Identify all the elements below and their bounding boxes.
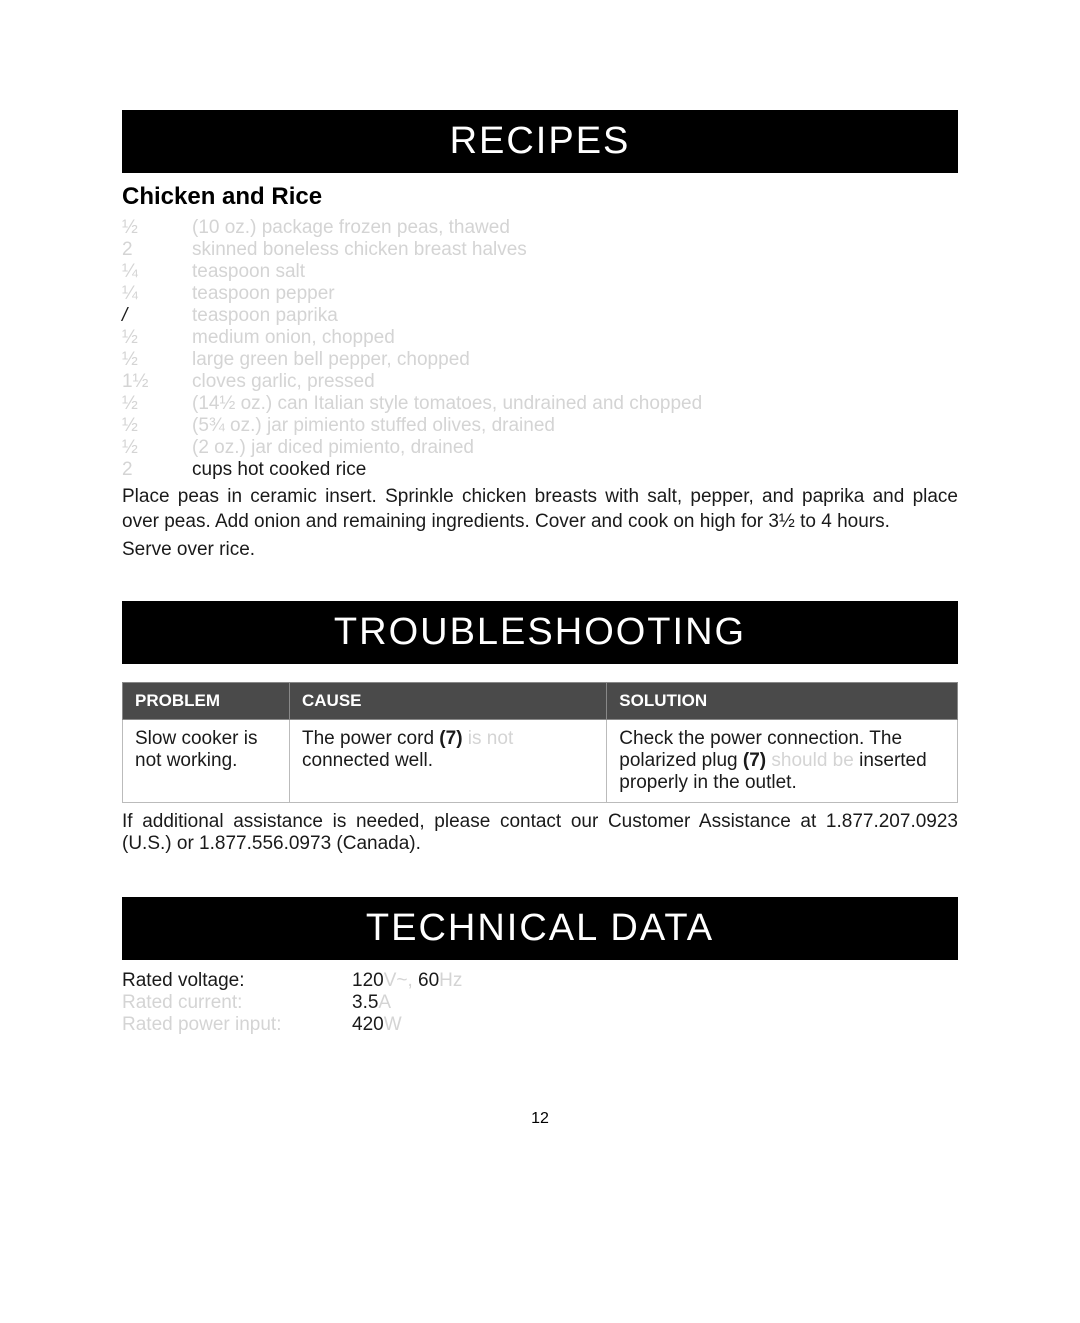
- ingredient-amount: /: [122, 305, 192, 327]
- problem-cell: Slow cooker is not working.: [123, 720, 290, 803]
- tech-row: Rated voltage:120V~, 60Hz: [122, 970, 462, 992]
- ingredient-row: ½(5¾ oz.) jar pimiento stuffed olives, d…: [122, 415, 702, 437]
- col-cause: CAUSE: [290, 683, 607, 720]
- tech-value: 120V~, 60Hz: [352, 970, 462, 992]
- recipe-instructions-1: Place peas in ceramic insert. Sprinkle c…: [122, 485, 958, 534]
- ingredient-text: (14½ oz.) can Italian style tomatoes, un…: [192, 393, 702, 415]
- ingredient-amount: ½: [122, 349, 192, 371]
- troubleshooting-header: TROUBLESHOOTING: [122, 601, 958, 664]
- ingredient-amount: ½: [122, 393, 192, 415]
- ingredient-row: ½(14½ oz.) can Italian style tomatoes, u…: [122, 393, 702, 415]
- ingredient-row: 2cups hot cooked rice: [122, 459, 702, 481]
- ingredient-amount: ½: [122, 415, 192, 437]
- ingredient-row: 2skinned boneless chicken breast halves: [122, 239, 702, 261]
- ingredient-text: large green bell pepper, chopped: [192, 349, 702, 371]
- ingredient-text: medium onion, chopped: [192, 327, 702, 349]
- assistance-text: If additional assistance is needed, plea…: [122, 811, 958, 855]
- recipes-header: RECIPES: [122, 110, 958, 173]
- ingredient-amount: ¼: [122, 261, 192, 283]
- ingredient-row: ½large green bell pepper, chopped: [122, 349, 702, 371]
- page-number: 12: [0, 1110, 1080, 1128]
- cause-cell: The power cord (7) is not connected well…: [290, 720, 607, 803]
- tech-label: Rated current:: [122, 992, 352, 1014]
- technical-data: Rated voltage:120V~, 60HzRated current:3…: [122, 970, 462, 1036]
- ingredient-row: 1½cloves garlic, pressed: [122, 371, 702, 393]
- ingredient-row: ¼teaspoon salt: [122, 261, 702, 283]
- ingredient-text: teaspoon salt: [192, 261, 702, 283]
- solution-cell: Check the power connection. The polarize…: [607, 720, 958, 803]
- tech-value: 3.5A: [352, 992, 462, 1014]
- technical-header: TECHNICAL DATA: [122, 897, 958, 960]
- ingredient-row: ½(10 oz.) package frozen peas, thawed: [122, 217, 702, 239]
- ingredient-text: cloves garlic, pressed: [192, 371, 702, 393]
- ingredient-text: skinned boneless chicken breast halves: [192, 239, 702, 261]
- ingredient-text: (2 oz.) jar diced pimiento, drained: [192, 437, 702, 459]
- ingredient-row: /teaspoon paprika: [122, 305, 702, 327]
- ingredients-list: ½(10 oz.) package frozen peas, thawed2sk…: [122, 217, 702, 481]
- ingredient-amount: ½: [122, 217, 192, 239]
- ingredient-text: (10 oz.) package frozen peas, thawed: [192, 217, 702, 239]
- recipe-title: Chicken and Rice: [122, 183, 958, 211]
- tech-row: Rated power input:420W: [122, 1014, 462, 1036]
- tech-value: 420W: [352, 1014, 462, 1036]
- tech-label: Rated voltage:: [122, 970, 352, 992]
- table-row: Slow cooker is not working. The power co…: [123, 720, 958, 803]
- ingredient-row: ¼teaspoon pepper: [122, 283, 702, 305]
- troubleshooting-table: PROBLEM CAUSE SOLUTION Slow cooker is no…: [122, 682, 958, 803]
- ingredient-row: ½medium onion, chopped: [122, 327, 702, 349]
- ingredient-amount: 2: [122, 239, 192, 261]
- ingredient-amount: ½: [122, 437, 192, 459]
- ingredient-text: teaspoon paprika: [192, 305, 702, 327]
- ingredient-amount: 1½: [122, 371, 192, 393]
- tech-row: Rated current:3.5A: [122, 992, 462, 1014]
- ingredient-text: (5¾ oz.) jar pimiento stuffed olives, dr…: [192, 415, 702, 437]
- ingredient-amount: ¼: [122, 283, 192, 305]
- col-problem: PROBLEM: [123, 683, 290, 720]
- tech-label: Rated power input:: [122, 1014, 352, 1036]
- ingredient-amount: 2: [122, 459, 192, 481]
- ingredient-text: cups hot cooked rice: [192, 459, 702, 481]
- ingredient-amount: ½: [122, 327, 192, 349]
- col-solution: SOLUTION: [607, 683, 958, 720]
- recipe-instructions-2: Serve over rice.: [122, 538, 958, 563]
- ingredient-text: teaspoon pepper: [192, 283, 702, 305]
- ingredient-row: ½(2 oz.) jar diced pimiento, drained: [122, 437, 702, 459]
